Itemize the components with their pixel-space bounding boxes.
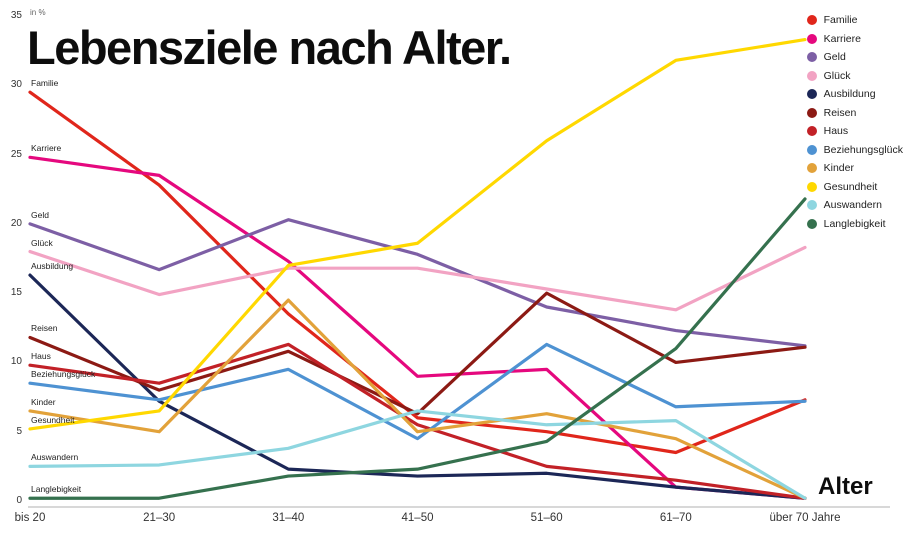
series-line-auswandern xyxy=(28,409,807,500)
legend-label: Langlebigkeit xyxy=(823,217,886,230)
legend-label: Reisen xyxy=(823,106,857,119)
legend-swatch-icon xyxy=(806,181,817,192)
legend-swatch-icon xyxy=(806,52,817,62)
legend-label: Haus xyxy=(823,125,849,137)
legend-swatch-icon xyxy=(806,144,817,155)
series-line-langlebigkeit xyxy=(28,197,807,500)
legend-label: Geld xyxy=(823,51,846,63)
legend-item-ausbildung: Ausbildung xyxy=(806,88,903,100)
legend-swatch-icon xyxy=(806,89,817,99)
legend-item-auswandern: Auswandern xyxy=(806,199,903,211)
legend-item-beziehungsgl-ck: Beziehungsglück xyxy=(806,143,903,156)
legend-swatch-icon xyxy=(806,107,817,118)
legend-label: Ausbildung xyxy=(823,88,876,100)
legend-label: Glück xyxy=(823,69,851,82)
series-line-beziehungsgl-ck xyxy=(28,342,807,441)
legend-label: Kinder xyxy=(823,162,854,174)
x-axis-title: Alter xyxy=(818,473,873,500)
legend-item-reisen: Reisen xyxy=(806,106,903,119)
series-line-reisen xyxy=(28,291,807,416)
legend-label: Auswandern xyxy=(823,199,882,211)
series-line-gesundheit xyxy=(28,37,807,431)
legend-label: Familie xyxy=(823,14,858,26)
unit-label: in % xyxy=(30,8,46,17)
legend-item-langlebigkeit: Langlebigkeit xyxy=(806,217,903,230)
legend: Familie Karriere Geld Glück Ausbildung Reisen… xyxy=(806,14,903,230)
series-line-haus xyxy=(28,342,807,500)
legend-swatch-icon xyxy=(806,70,817,81)
legend-swatch-icon xyxy=(806,163,817,173)
legend-swatch-icon xyxy=(806,218,817,229)
legend-item-gesundheit: Gesundheit xyxy=(806,180,903,193)
legend-swatch-icon xyxy=(806,15,817,25)
series-line-kinder xyxy=(28,298,807,500)
legend-item-familie: Familie xyxy=(806,14,903,26)
legend-item-haus: Haus xyxy=(806,125,903,137)
legend-item-kinder: Kinder xyxy=(806,162,903,174)
legend-item-karriere: Karriere xyxy=(806,32,903,45)
series-line-familie xyxy=(28,90,807,455)
legend-swatch-icon xyxy=(806,126,817,136)
series-line-gl-ck xyxy=(28,245,807,312)
legend-label: Gesundheit xyxy=(823,180,878,193)
legend-label: Beziehungsglück xyxy=(823,143,903,156)
legend-item-geld: Geld xyxy=(806,51,903,63)
legend-swatch-icon xyxy=(806,33,817,44)
legend-item-gl-ck: Glück xyxy=(806,69,903,82)
legend-swatch-icon xyxy=(806,200,817,210)
chart-title: Lebensziele nach Alter. xyxy=(27,21,512,74)
legend-label: Karriere xyxy=(823,32,861,45)
series-line-geld xyxy=(28,218,807,348)
